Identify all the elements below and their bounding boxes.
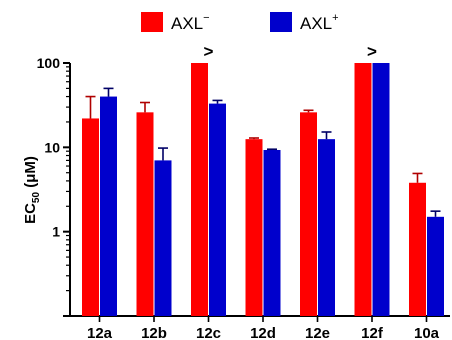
y-tick-label: 1 [52, 224, 60, 240]
bar-12f-axl-minus [354, 63, 372, 316]
plot-area: 1 10 100 12a 12b 12c 12d 12e 12f 10a > > [37, 42, 450, 340]
x-tick-label-12e: 12e [305, 325, 330, 340]
bar-10a-axl-minus [409, 182, 426, 316]
bar-12c-axl-minus [191, 63, 208, 316]
legend-swatch-axl-plus [270, 12, 292, 32]
bar-12e-axl-minus [300, 112, 317, 316]
bar-12c-axl-plus [209, 103, 226, 317]
bar-10a-axl-plus [427, 216, 444, 316]
x-tick-label-12f: 12f [361, 325, 384, 340]
annotation-12c: > [204, 42, 214, 61]
legend: AXL− AXL+ [141, 12, 339, 33]
bar-12e-axl-plus [318, 139, 335, 316]
bar-12b-axl-minus [136, 112, 154, 316]
bar-12a-axl-plus [100, 96, 117, 317]
bar-12a-axl-minus [82, 118, 99, 316]
x-tick-label-12b: 12b [141, 325, 167, 340]
bar-12b-axl-plus [154, 160, 172, 316]
legend-swatch-axl-minus [141, 12, 163, 32]
y-tick-label: 100 [37, 55, 61, 71]
bar-12d-axl-plus [263, 149, 281, 316]
bar-12f-axl-plus [372, 63, 390, 316]
legend-label-axl-minus: AXL− [171, 12, 210, 33]
annotation-12f: > [367, 42, 377, 61]
y-tick-label: 10 [44, 139, 60, 155]
x-tick-label-12a: 12a [87, 325, 113, 340]
legend-label-axl-plus: AXL+ [300, 12, 339, 33]
x-tick-label-12c: 12c [196, 325, 221, 340]
y-axis-label: EC50 (μM) [22, 156, 42, 224]
x-tick-label-10a: 10a [414, 325, 440, 340]
bar-12d-axl-minus [245, 139, 263, 316]
x-tick-label-12d: 12d [250, 325, 276, 340]
